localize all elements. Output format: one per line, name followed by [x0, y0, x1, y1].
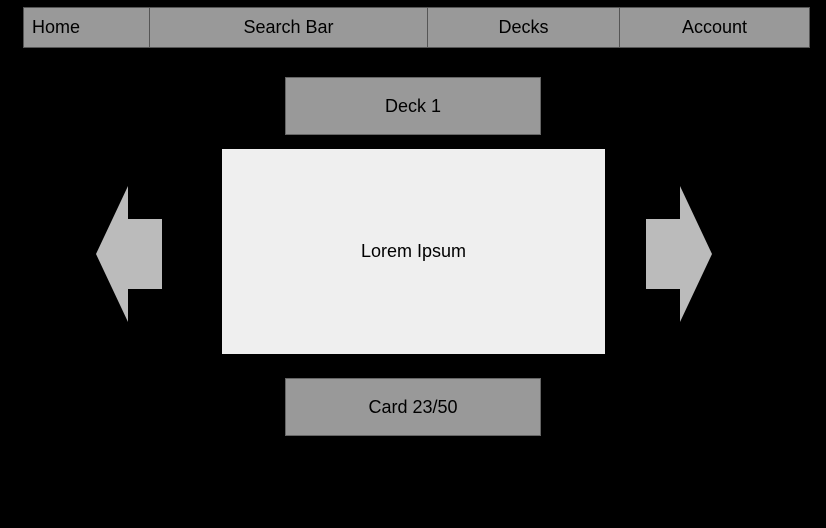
deck-title: Deck 1 [285, 77, 541, 135]
flashcard[interactable]: Lorem Ipsum [222, 149, 605, 354]
previous-card-arrow-icon[interactable] [96, 186, 162, 322]
card-counter: Card 23/50 [285, 378, 541, 436]
flashcard-text: Lorem Ipsum [360, 241, 467, 261]
nav-account[interactable]: Account [681, 17, 748, 37]
nav-home[interactable]: Home [24, 8, 150, 47]
search-bar[interactable]: Search Bar [150, 8, 428, 47]
arrow-left-icon [96, 186, 162, 322]
next-card-arrow-icon[interactable] [646, 186, 712, 322]
nav-decks[interactable]: Decks [428, 8, 620, 47]
arrow-right-icon [646, 186, 712, 322]
top-nav-bar: Home Search Bar Decks Account [23, 7, 810, 48]
